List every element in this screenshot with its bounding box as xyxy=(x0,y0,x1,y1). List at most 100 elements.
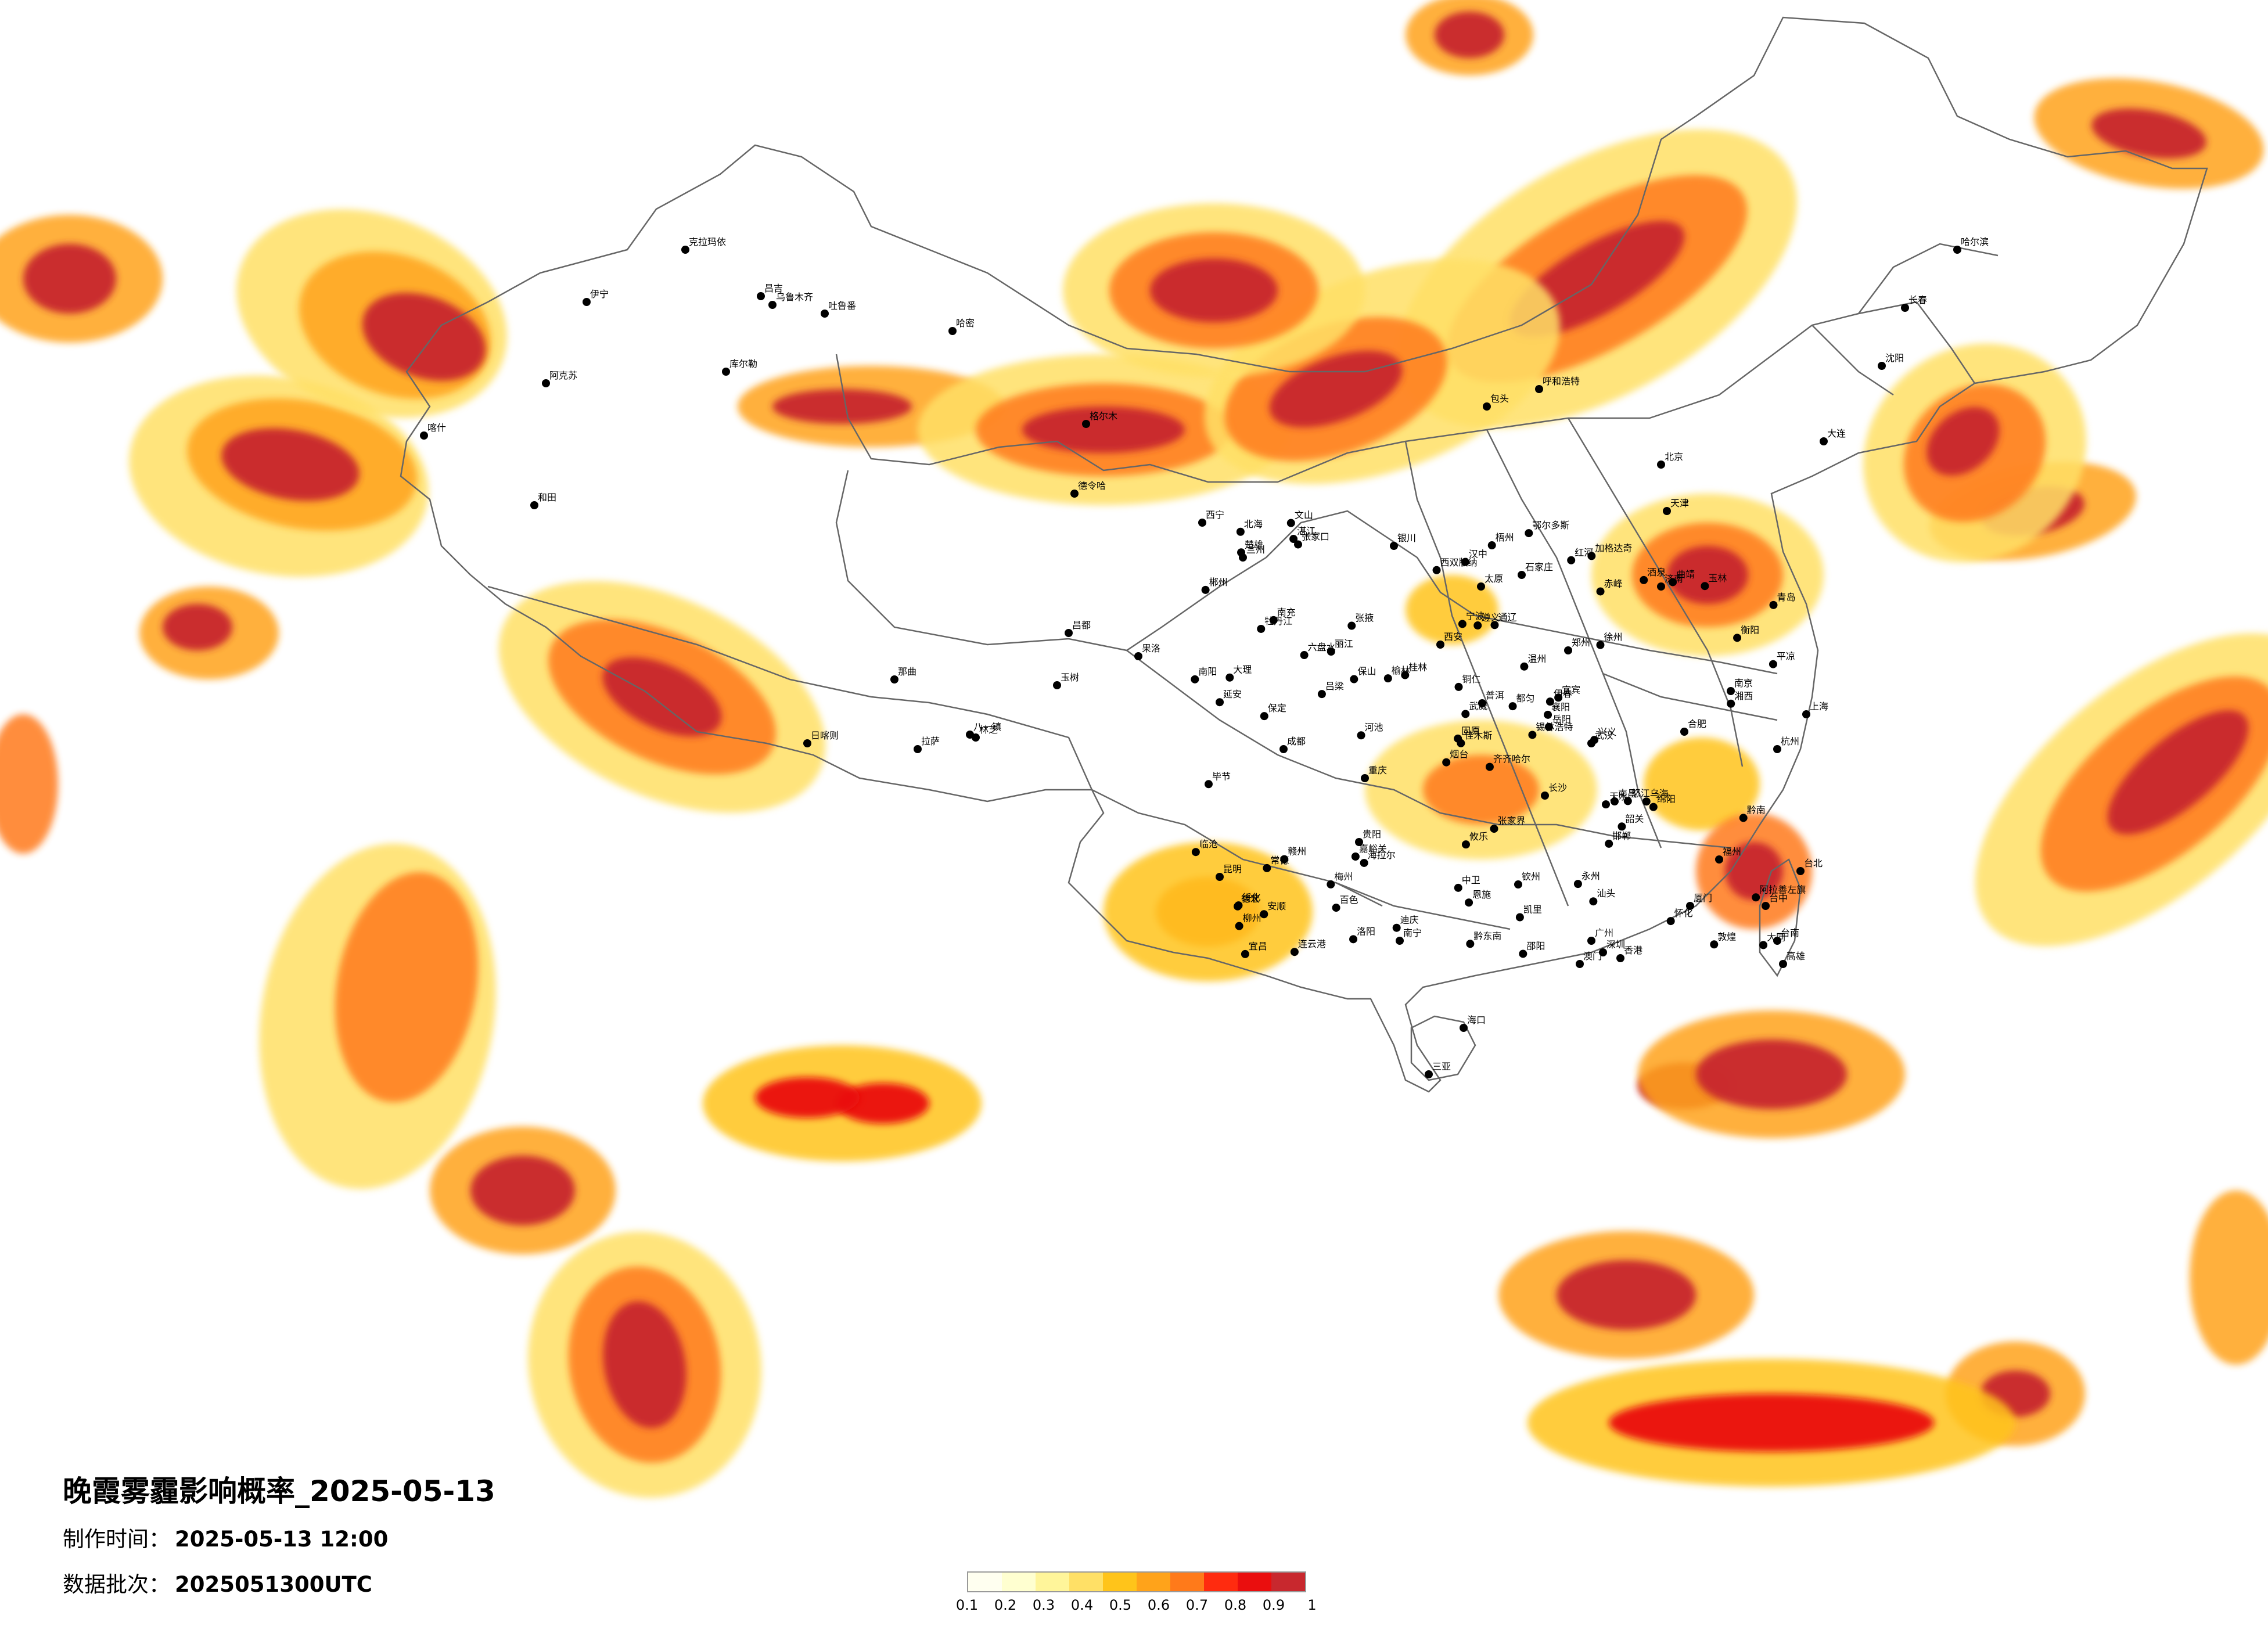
city-dot xyxy=(1525,529,1533,538)
city-label: 上海 xyxy=(1810,701,1828,712)
city-label: 保山 xyxy=(1357,666,1376,677)
probability-blob xyxy=(836,1083,929,1124)
city-dot xyxy=(1666,917,1675,926)
city-dot xyxy=(1461,557,1469,566)
probability-blob xyxy=(1644,738,1760,830)
city-dot xyxy=(1383,674,1392,683)
city-label: 汕头 xyxy=(1597,888,1615,899)
city-label: 遵义 xyxy=(1481,612,1500,623)
city-dot xyxy=(1460,1024,1468,1032)
legend-swatch xyxy=(968,1573,1002,1591)
city-dot xyxy=(1351,852,1360,861)
probability-blob xyxy=(2190,1190,2268,1365)
city-markers xyxy=(420,246,1961,1078)
city-dot xyxy=(1269,616,1278,624)
city-dot xyxy=(1355,838,1363,846)
city-label: 昌都 xyxy=(1072,620,1091,631)
city-dot xyxy=(1710,940,1719,949)
city-dot xyxy=(1663,507,1671,515)
city-label: 济南 xyxy=(1665,573,1683,584)
city-dot xyxy=(1294,540,1303,549)
city-label: 天津 xyxy=(1670,498,1689,509)
city-dot xyxy=(1739,814,1748,822)
city-label: 包头 xyxy=(1490,393,1509,404)
city-dot xyxy=(1216,873,1224,881)
city-label: 毕节 xyxy=(1212,771,1231,782)
probability-blob xyxy=(470,1156,575,1225)
city-dot xyxy=(1590,736,1599,744)
city-label: 长春 xyxy=(1908,294,1927,305)
city-dot xyxy=(1490,621,1499,629)
city-label: 重庆 xyxy=(1368,765,1387,776)
city-label: 大连 xyxy=(1827,428,1846,439)
city-label: 中卫 xyxy=(1462,875,1480,886)
city-label: 丽江 xyxy=(1335,638,1353,649)
city-label: 襄阳 xyxy=(1551,702,1570,713)
title-block: 晚霞雾霾影响概率_2025-05-13 xyxy=(63,1468,495,1510)
city-dot xyxy=(1260,712,1268,721)
city-label: 榆林 xyxy=(1392,665,1410,676)
city-label: 郴州 xyxy=(1209,577,1228,588)
city-label: 南宁 xyxy=(1403,927,1422,938)
batch-row: 数据批次： 2025051300UTC xyxy=(63,1567,372,1598)
city-label: 百色 xyxy=(1340,894,1358,905)
city-label: 安顺 xyxy=(1267,901,1286,912)
city-dot xyxy=(1478,699,1486,707)
city-dot xyxy=(1564,646,1572,654)
legend-tick-label: 0.8 xyxy=(1224,1597,1247,1613)
city-dot xyxy=(1596,587,1605,596)
city-label: 大理 xyxy=(1233,664,1252,675)
city-dot xyxy=(757,292,765,300)
city-dot xyxy=(1605,839,1613,848)
probability-blob xyxy=(1696,1039,1847,1109)
legend-tick-label: 1 xyxy=(1307,1597,1317,1613)
qinghai-border xyxy=(835,470,1220,652)
city-dot xyxy=(1279,745,1288,753)
legend-tick-label: 0.3 xyxy=(1032,1597,1055,1613)
city-label: 广州 xyxy=(1595,927,1613,938)
probability-blob xyxy=(755,1077,860,1118)
city-dot xyxy=(1461,840,1470,849)
city-dot xyxy=(1327,647,1335,656)
city-label: 凯里 xyxy=(1523,904,1542,915)
probability-blob xyxy=(1667,546,1748,604)
probability-blob xyxy=(603,1301,686,1429)
city-dot xyxy=(1357,731,1365,740)
city-label: 温州 xyxy=(1527,653,1546,664)
city-dot xyxy=(1454,883,1462,892)
city-dot xyxy=(1545,697,1554,706)
city-dot xyxy=(1191,675,1199,684)
city-label: 敦煌 xyxy=(1717,931,1736,942)
city-dot xyxy=(1477,582,1485,591)
city-dot xyxy=(1769,660,1777,668)
city-label: 石家庄 xyxy=(1525,562,1553,573)
city-dot xyxy=(1901,304,1909,312)
city-dot xyxy=(1596,641,1605,649)
city-label: 银川 xyxy=(1397,533,1416,544)
city-dot xyxy=(1541,792,1549,800)
city-label: 曲靖 xyxy=(1676,569,1695,580)
city-dot xyxy=(1487,541,1496,550)
city-label: 沈阳 xyxy=(1885,352,1904,364)
city-dot xyxy=(1280,855,1289,864)
city-label: 攸乐 xyxy=(1469,831,1488,842)
city-label: 南充 xyxy=(1277,607,1296,618)
city-dot xyxy=(1465,898,1473,907)
city-dot xyxy=(1204,780,1213,789)
city-dot xyxy=(1680,728,1688,736)
city-label: 玉林 xyxy=(1708,573,1727,584)
city-dot xyxy=(1701,582,1709,591)
city-label: 和田 xyxy=(538,492,556,503)
city-dot xyxy=(1587,552,1596,560)
city-label: 柳州 xyxy=(1243,913,1261,924)
city-label: 拉萨 xyxy=(921,736,940,747)
city-dot xyxy=(1225,673,1234,682)
probability-blob xyxy=(163,604,232,650)
city-dot xyxy=(1191,848,1200,857)
city-dot xyxy=(821,310,829,318)
city-dot xyxy=(768,301,777,309)
city-dot xyxy=(1616,954,1624,962)
city-label: 武汉 xyxy=(1595,730,1613,741)
city-label: 青岛 xyxy=(1777,592,1795,603)
city-dot xyxy=(1201,585,1210,594)
